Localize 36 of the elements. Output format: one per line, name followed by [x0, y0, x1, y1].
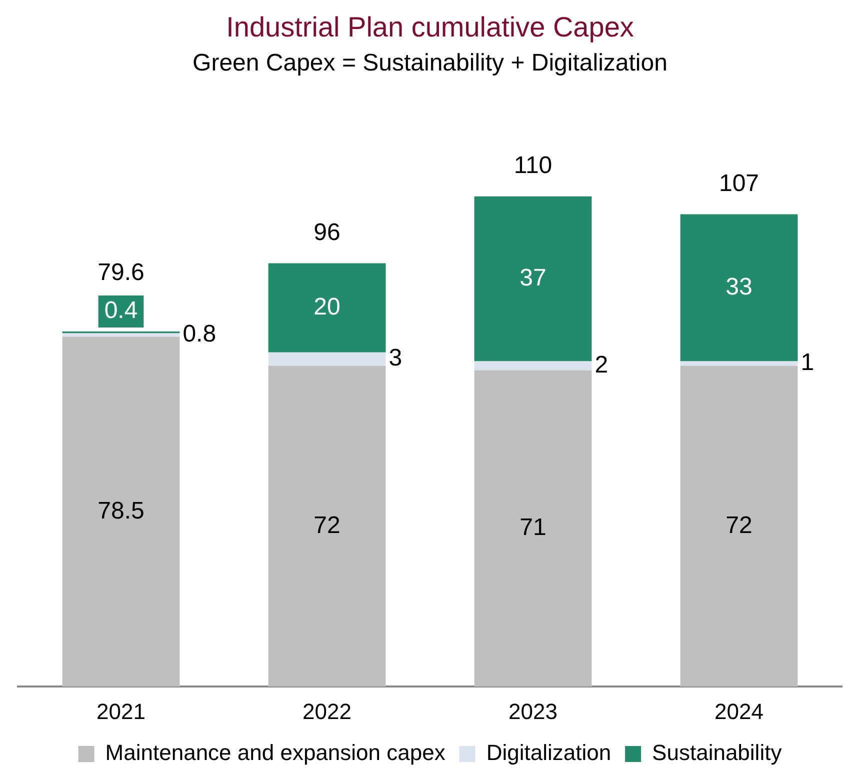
bar [680, 361, 798, 366]
bar [680, 214, 798, 362]
data-label: 3 [388, 344, 402, 372]
data-label: 20 [314, 293, 340, 320]
bar [474, 370, 592, 687]
total-label: 96 [314, 218, 340, 246]
data-label: 72 [726, 512, 752, 539]
data-label: 1 [800, 349, 814, 376]
x-tick-label: 2023 [508, 698, 558, 724]
data-label: 78.5 [98, 497, 144, 524]
bar [62, 336, 180, 687]
bar [268, 352, 386, 366]
total-label: 79.6 [98, 259, 144, 286]
data-label: 72 [314, 512, 340, 539]
bar [474, 361, 592, 370]
data-label: 0.8 [182, 320, 216, 348]
legend-label: Sustainability [652, 740, 782, 766]
bar [268, 366, 386, 687]
data-label: 33 [726, 273, 752, 300]
data-label: 71 [520, 514, 546, 542]
bar [680, 366, 798, 687]
legend-label: Maintenance and expansion capex [105, 740, 446, 766]
x-tick-label: 2021 [96, 698, 146, 724]
data-label: 0.4 [104, 297, 138, 324]
x-tick-label: 2024 [714, 698, 764, 724]
data-label: 37 [520, 264, 546, 292]
legend-label: Digitalization [486, 740, 612, 766]
chart-title: Industrial Plan cumulative Capex [226, 12, 634, 43]
data-label: 2 [594, 351, 608, 378]
total-label: 110 [514, 152, 552, 180]
x-tick-label: 2022 [302, 698, 352, 724]
total-label: 107 [718, 170, 760, 197]
bar [268, 263, 386, 352]
chart-subtitle: Green Capex = Sustainability + Digitalization [192, 50, 668, 77]
bar [62, 333, 180, 337]
bar [474, 196, 592, 362]
